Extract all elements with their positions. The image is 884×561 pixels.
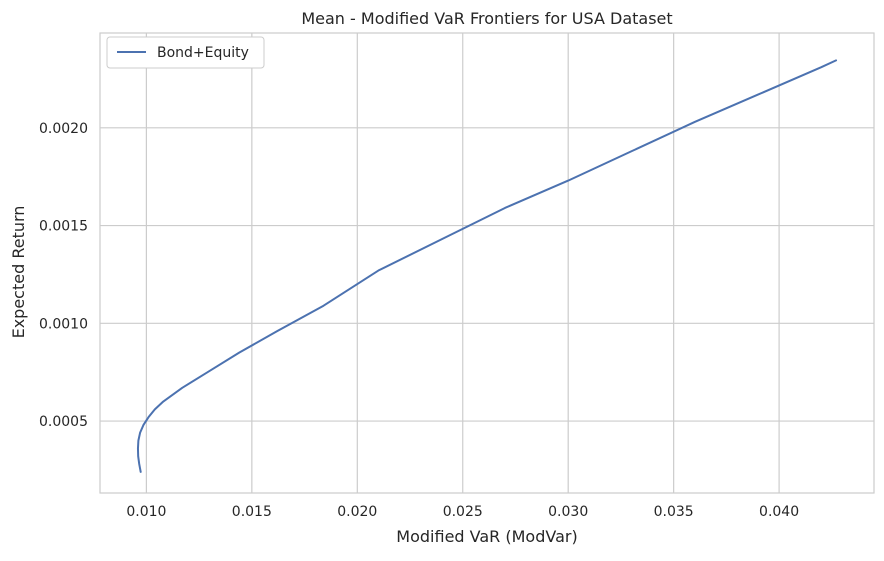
- x-tick-labels: 0.010 0.015 0.020 0.025 0.030 0.035 0.040: [126, 504, 799, 520]
- x-tick-label: 0.020: [337, 504, 377, 520]
- y-tick-labels: 0.0005 0.0010 0.0015 0.0020: [39, 121, 88, 430]
- y-tick-label: 0.0010: [39, 316, 88, 332]
- legend-label-bond-equity: Bond+Equity: [157, 45, 249, 61]
- y-axis-title: Expected Return: [9, 206, 28, 339]
- x-tick-label: 0.030: [548, 504, 588, 520]
- x-axis-title: Modified VaR (ModVar): [396, 527, 577, 546]
- x-tick-label: 0.040: [759, 504, 799, 520]
- x-tick-label: 0.035: [654, 504, 694, 520]
- legend-box: [106, 36, 265, 69]
- series-line-bond-equity: [136, 59, 838, 473]
- chart-title: Mean - Modified VaR Frontiers for USA Da…: [301, 9, 672, 28]
- y-tick-label: 0.0005: [39, 414, 88, 430]
- grid: [100, 33, 874, 493]
- y-tick-label: 0.0015: [39, 219, 88, 235]
- legend: Bond+Equity: [106, 36, 265, 69]
- plot-area: [100, 33, 874, 493]
- x-tick-label: 0.015: [232, 504, 272, 520]
- plot-frame: [99, 32, 875, 494]
- x-tick-label: 0.025: [443, 504, 483, 520]
- y-tick-label: 0.0020: [39, 121, 88, 137]
- x-tick-label: 0.010: [126, 504, 166, 520]
- series-layer: [136, 59, 838, 473]
